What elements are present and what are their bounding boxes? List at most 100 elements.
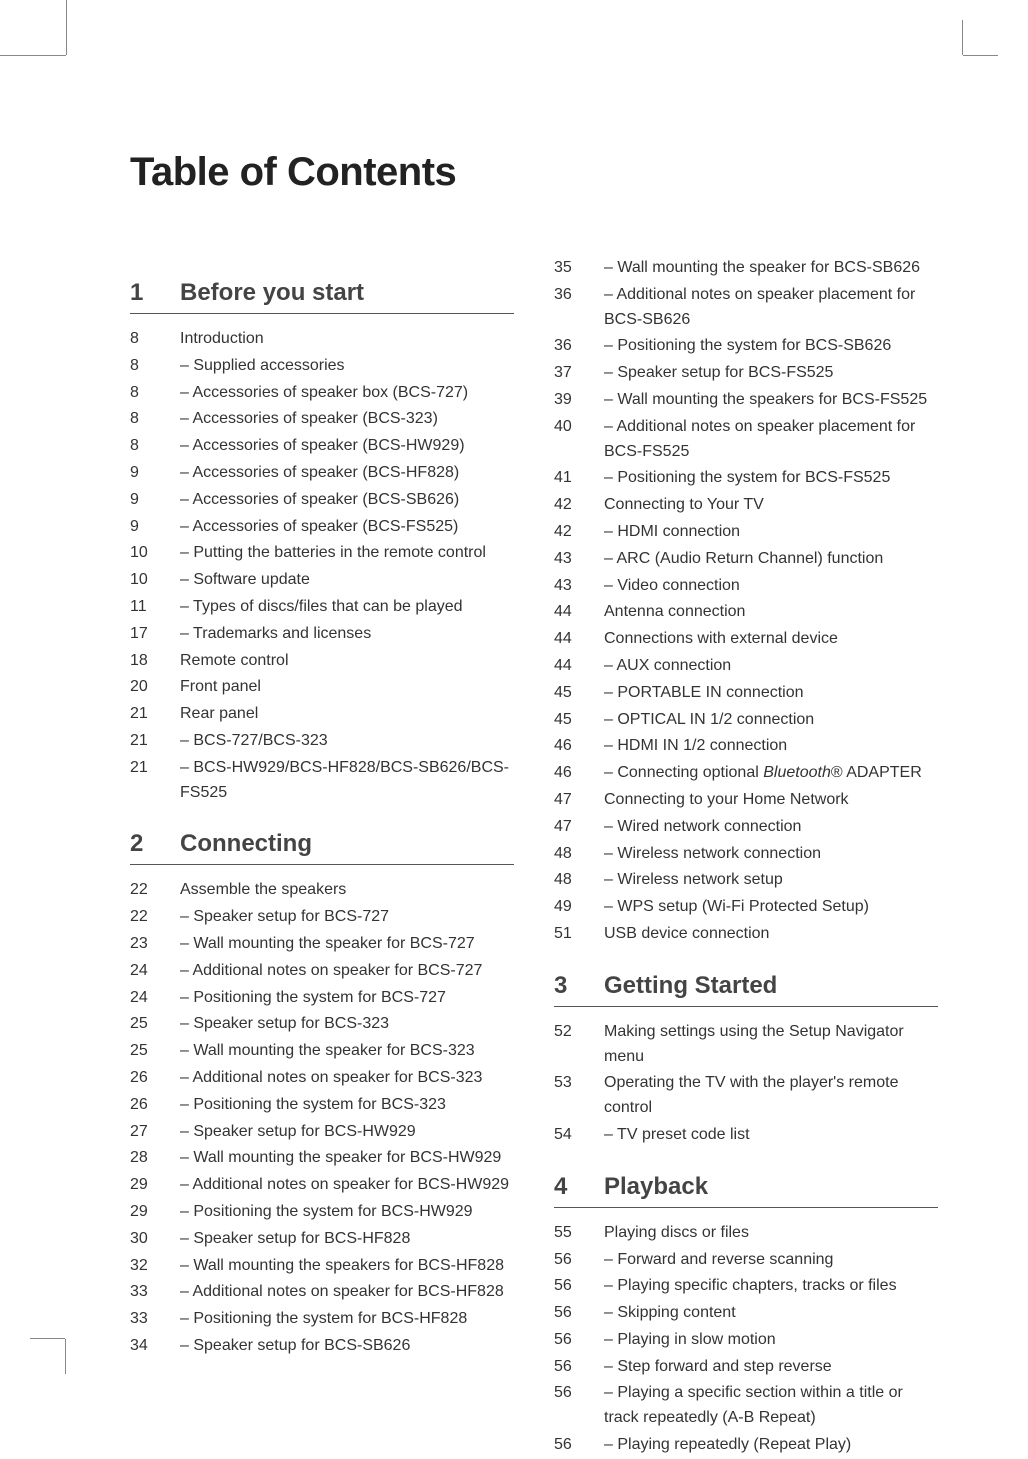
toc-item: 32– Wall mounting the speakers for BCS-H… [130, 1253, 514, 1280]
toc-item: 22– Speaker setup for BCS-727 [130, 904, 514, 931]
page: Table of Contents 1 Before you start 8In… [0, 0, 1028, 1394]
toc-entry-text: – Playing in slow motion [604, 1328, 938, 1353]
toc-entry-text: – Additional notes on speaker placement … [604, 283, 938, 333]
toc-page-number: 54 [554, 1123, 604, 1148]
toc-entry-text: – Additional notes on speaker placement … [604, 415, 938, 465]
toc-entry-text: Connecting to Your TV [604, 493, 938, 518]
toc-entry-text: – Positioning the system for BCS-FS525 [604, 466, 938, 491]
section-number: 1 [130, 279, 180, 307]
toc-entry-text: – AUX connection [604, 654, 938, 679]
toc-item: 56– Playing specific chapters, tracks or… [554, 1273, 938, 1300]
toc-item: 54– TV preset code list [554, 1122, 938, 1149]
toc-list: 22Assemble the speakers22– Speaker setup… [130, 877, 514, 1359]
toc-list: 35– Wall mounting the speaker for BCS-SB… [554, 255, 938, 948]
toc-entry-text: – Forward and reverse scanning [604, 1248, 938, 1273]
toc-entry-text: – Accessories of speaker box (BCS-727) [180, 381, 514, 406]
toc-page-number: 56 [554, 1355, 604, 1380]
toc-item: 9– Accessories of speaker (BCS-HF828) [130, 460, 514, 487]
toc-entry-text: Front panel [180, 675, 514, 700]
toc-page-number: 30 [130, 1227, 180, 1252]
toc-item: 36– Positioning the system for BCS-SB626 [554, 333, 938, 360]
section-title: Playback [604, 1173, 708, 1201]
toc-item: 8– Accessories of speaker (BCS-HW929) [130, 433, 514, 460]
toc-page-number: 48 [554, 842, 604, 867]
toc-item: 43– ARC (Audio Return Channel) function [554, 546, 938, 573]
toc-entry-text: – HDMI connection [604, 520, 938, 545]
toc-page-number: 25 [130, 1012, 180, 1037]
toc-item: 8– Accessories of speaker box (BCS-727) [130, 380, 514, 407]
toc-entry-text: – Positioning the system for BCS-HW929 [180, 1200, 514, 1225]
toc-item: 56– Forward and reverse scanning [554, 1247, 938, 1274]
section-number: 2 [130, 830, 180, 858]
toc-page-number: 21 [130, 702, 180, 727]
toc-entry-text: – Accessories of speaker (BCS-SB626) [180, 488, 514, 513]
toc-page-number: 49 [554, 895, 604, 920]
toc-entry-text: – Additional notes on speaker for BCS-72… [180, 959, 514, 984]
toc-entry-text: – Wireless network setup [604, 868, 938, 893]
toc-entry-text: Remote control [180, 649, 514, 674]
toc-page-number: 44 [554, 654, 604, 679]
toc-entry-text: – Trademarks and licenses [180, 622, 514, 647]
toc-page-number: 47 [554, 788, 604, 813]
toc-page-number: 56 [554, 1328, 604, 1353]
toc-column-right: 35– Wall mounting the speaker for BCS-SB… [554, 255, 938, 1459]
toc-page-number: 56 [554, 1248, 604, 1273]
toc-item: 24– Positioning the system for BCS-727 [130, 985, 514, 1012]
toc-page-number: 21 [130, 729, 180, 754]
toc-page-number: 24 [130, 986, 180, 1011]
toc-entry-text: Introduction [180, 327, 514, 352]
toc-page-number: 36 [554, 283, 604, 308]
toc-item: 10– Software update [130, 567, 514, 594]
toc-item: 33– Additional notes on speaker for BCS-… [130, 1279, 514, 1306]
toc-item: 52Making settings using the Setup Naviga… [554, 1019, 938, 1071]
toc-item: 10– Putting the batteries in the remote … [130, 540, 514, 567]
toc-entry-text: – Accessories of speaker (BCS-HW929) [180, 434, 514, 459]
toc-entry-text: – Additional notes on speaker for BCS-HF… [180, 1280, 514, 1305]
toc-page-number: 17 [130, 622, 180, 647]
toc-item: 41– Positioning the system for BCS-FS525 [554, 465, 938, 492]
toc-item: 37– Speaker setup for BCS-FS525 [554, 360, 938, 387]
toc-item: 29– Positioning the system for BCS-HW929 [130, 1199, 514, 1226]
toc-page-number: 55 [554, 1221, 604, 1246]
toc-item: 18Remote control [130, 648, 514, 675]
toc-page-number: 8 [130, 354, 180, 379]
toc-entry-text: Connections with external device [604, 627, 938, 652]
toc-page-number: 45 [554, 681, 604, 706]
toc-item: 17– Trademarks and licenses [130, 621, 514, 648]
toc-page-number: 28 [130, 1146, 180, 1171]
toc-entry-text: – Wall mounting the speakers for BCS-FS5… [604, 388, 938, 413]
toc-item: 42Connecting to Your TV [554, 492, 938, 519]
toc-item: 8Introduction [130, 326, 514, 353]
toc-item: 44– AUX connection [554, 653, 938, 680]
toc-page-number: 8 [130, 381, 180, 406]
toc-entry-text: – Additional notes on speaker for BCS-32… [180, 1066, 514, 1091]
toc-page-number: 52 [554, 1020, 604, 1045]
toc-entry-text: USB device connection [604, 922, 938, 947]
toc-list: 8Introduction8– Supplied accessories8– A… [130, 326, 514, 806]
toc-entry-text: Making settings using the Setup Navigato… [604, 1020, 938, 1070]
toc-entry-text: – Putting the batteries in the remote co… [180, 541, 514, 566]
toc-page-number: 48 [554, 868, 604, 893]
crop-mark [30, 1338, 65, 1339]
toc-page-number: 42 [554, 520, 604, 545]
toc-page-number: 23 [130, 932, 180, 957]
toc-entry-text: – Speaker setup for BCS-HF828 [180, 1227, 514, 1252]
toc-item: 22Assemble the speakers [130, 877, 514, 904]
toc-entry-text: – Accessories of speaker (BCS-HF828) [180, 461, 514, 486]
toc-item: 36– Additional notes on speaker placemen… [554, 282, 938, 334]
toc-item: 53Operating the TV with the player's rem… [554, 1070, 938, 1122]
toc-page-number: 44 [554, 627, 604, 652]
toc-entry-text: – Wall mounting the speaker for BCS-323 [180, 1039, 514, 1064]
toc-item: 55Playing discs or files [554, 1220, 938, 1247]
toc-item: 26– Additional notes on speaker for BCS-… [130, 1065, 514, 1092]
toc-entry-text: Operating the TV with the player's remot… [604, 1071, 938, 1121]
section-title: Before you start [180, 279, 364, 307]
toc-item: 8– Supplied accessories [130, 353, 514, 380]
crop-mark [963, 55, 998, 56]
toc-item: 27– Speaker setup for BCS-HW929 [130, 1119, 514, 1146]
toc-page-number: 45 [554, 708, 604, 733]
toc-item: 26– Positioning the system for BCS-323 [130, 1092, 514, 1119]
toc-item: 21– BCS-727/BCS-323 [130, 728, 514, 755]
toc-page-number: 22 [130, 878, 180, 903]
section-title: Getting Started [604, 972, 777, 1000]
